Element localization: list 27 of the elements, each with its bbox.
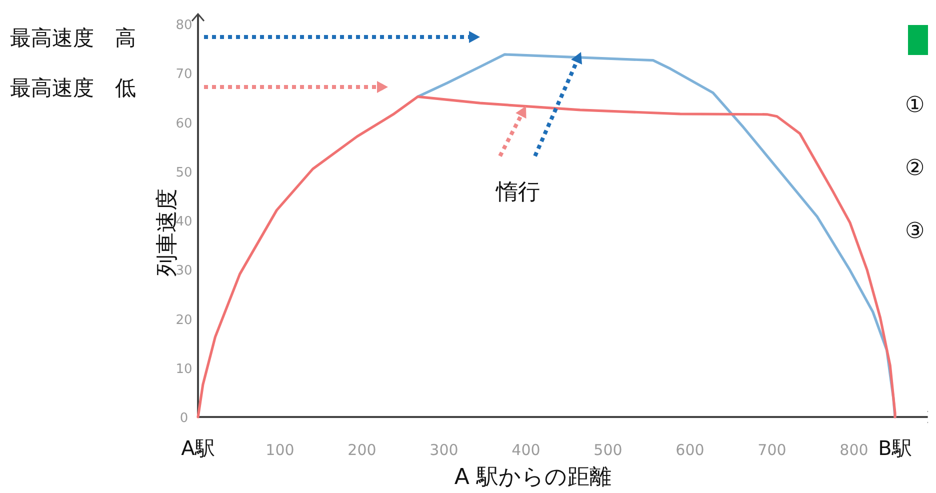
annotation: ① — [905, 93, 925, 118]
text: 最高速度 高 — [10, 26, 136, 50]
x-axis-title: A 駅からの距離 — [454, 465, 612, 490]
annotation: ② — [905, 156, 925, 181]
y-tick-label: 40 — [176, 214, 192, 230]
y-tick-label: 70 — [176, 67, 192, 82]
x-tick-label: 100 — [266, 441, 294, 459]
x-tick-label: 500 — [594, 441, 622, 459]
y-tick-label: 0 — [180, 411, 188, 426]
y-tick-label: 20 — [176, 312, 192, 328]
x-tick-label: 300 — [430, 441, 458, 459]
x-tick-label: A駅 — [181, 436, 215, 460]
y-tick-label: 50 — [176, 165, 192, 180]
annotation: ③ — [905, 219, 925, 244]
y-tick-label: 80 — [176, 18, 192, 33]
x-tick-label: 400 — [512, 441, 540, 459]
x-tick-label: 200 — [348, 441, 376, 459]
line-series — [196, 95, 896, 418]
annotation: 惰行 — [495, 180, 540, 206]
x-tick-label: B駅 — [878, 436, 912, 460]
x-tick-label: 800 — [840, 441, 868, 459]
y-tick-label: 10 — [176, 362, 192, 377]
y-tick-label: 60 — [176, 116, 192, 132]
x-tick-label: 600 — [676, 441, 704, 459]
y-tick-label: 30 — [176, 264, 192, 279]
text: 最高速度 低 — [10, 76, 136, 100]
x-tick-label: 700 — [758, 441, 786, 459]
